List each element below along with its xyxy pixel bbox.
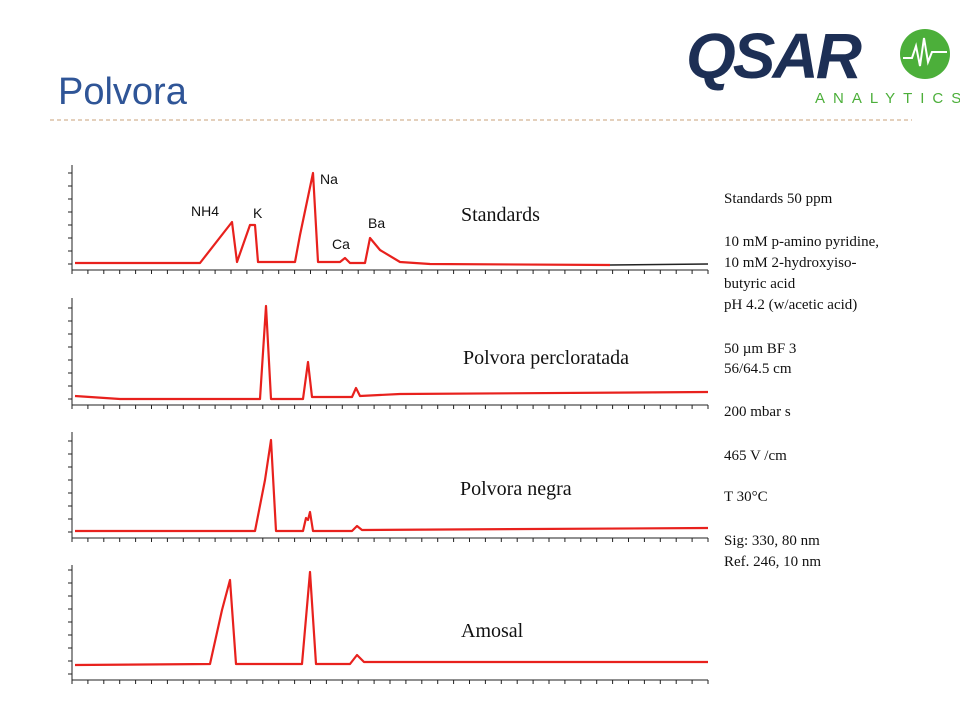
logo-circle	[900, 29, 950, 79]
condition-line: Standards 50 ppm	[724, 191, 833, 207]
slide-title: Polvora	[58, 71, 188, 113]
condition-line: butyric acid	[724, 276, 796, 292]
peak-label: Ca	[332, 236, 350, 252]
logo-tagline: ANALYTICS	[815, 90, 960, 107]
axis	[71, 432, 708, 539]
trace-tail	[609, 263, 709, 266]
logo-wave	[903, 37, 947, 67]
logo: QSAR ANALYTICS	[686, 20, 960, 107]
condition-line: Sig: 330, 80 nm	[724, 533, 820, 549]
logo-wordmark: QSAR	[686, 20, 862, 92]
condition-line: 200 mbar s	[724, 404, 791, 420]
condition-line: 465 V /cm	[724, 448, 787, 464]
panel-label: Standards	[461, 204, 540, 226]
peak-label: Ba	[368, 215, 385, 231]
condition-line: 50 µm BF 3	[724, 341, 796, 357]
condition-line: Ref. 246, 10 nm	[724, 554, 821, 570]
condition-line: 56/64.5 cm	[724, 361, 792, 377]
peak-label: K	[253, 205, 263, 221]
trace	[75, 438, 709, 533]
panel-label: Polvora negra	[460, 478, 572, 500]
condition-line: T 30°C	[724, 489, 768, 505]
condition-line: 10 mM 2-hydroxyiso-	[724, 255, 857, 271]
trace	[75, 171, 611, 267]
trace	[74, 304, 709, 401]
trace	[74, 570, 708, 667]
condition-line: 10 mM p-amino pyridine,	[724, 234, 879, 250]
peak-label: NH4	[191, 203, 219, 219]
condition-line: pH 4.2 (w/acetic acid)	[724, 297, 857, 313]
panel-label: Amosal	[461, 620, 524, 642]
axis	[71, 165, 708, 271]
panel-label: Polvora percloratada	[463, 347, 629, 369]
peak-label: Na	[320, 171, 338, 187]
